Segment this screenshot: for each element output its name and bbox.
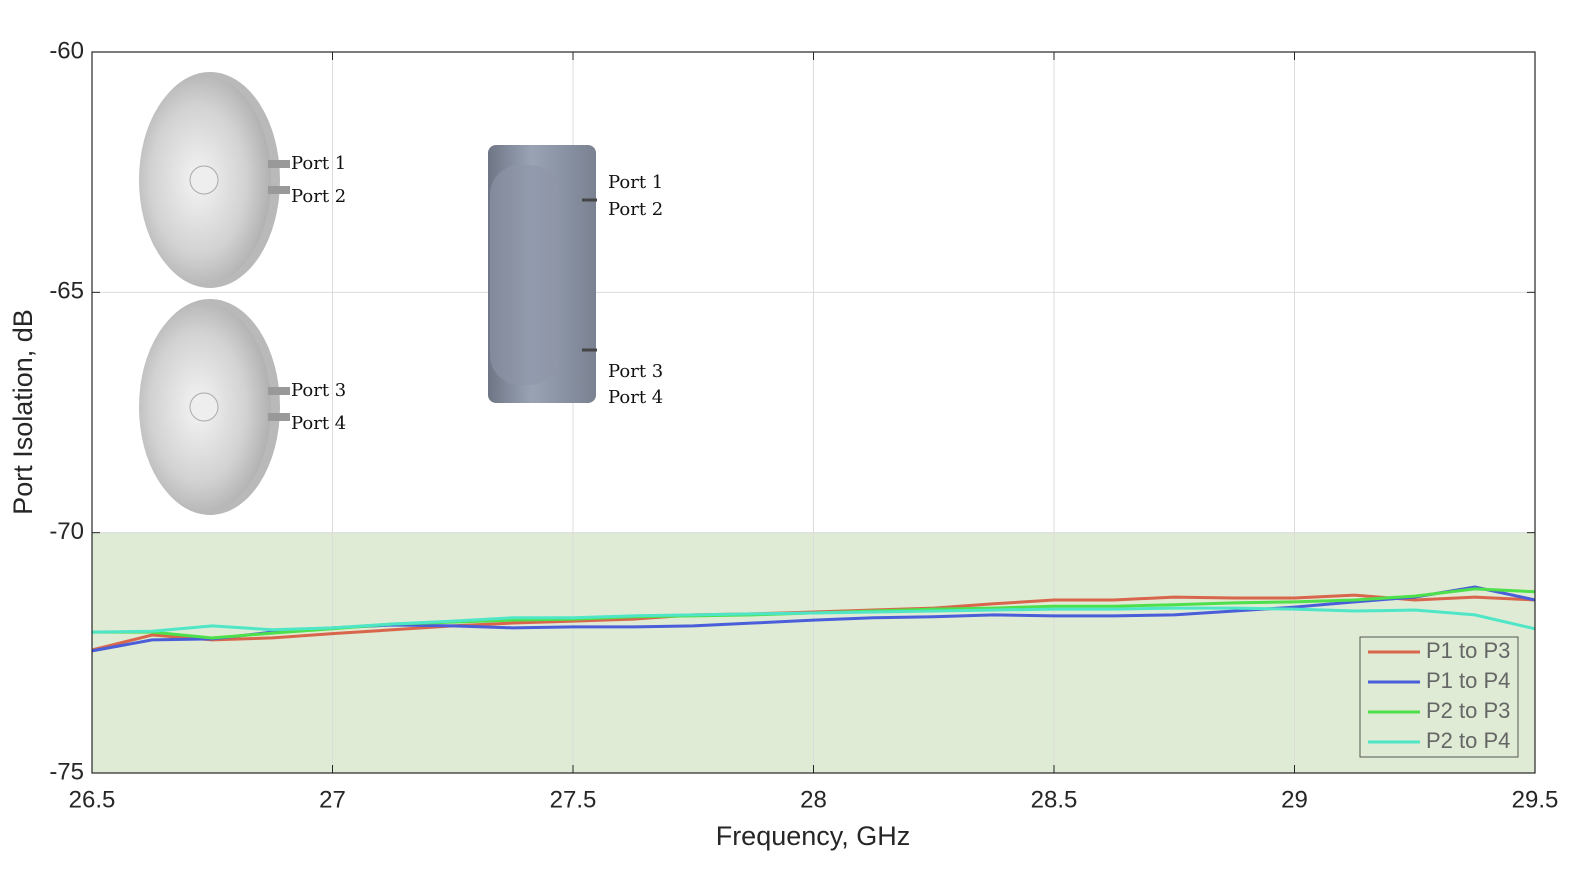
x-tick-label: 28 (800, 786, 827, 813)
port-label: Port 2 (291, 186, 346, 207)
x-tick-label: 29 (1281, 786, 1308, 813)
axes-box (91, 51, 1536, 774)
legend-label: P1 to P4 (1426, 668, 1510, 693)
port-label: Port 1 (291, 153, 346, 174)
antenna-images: Port 1 Port 2 Port 3 Port 4 Port 1 Port … (139, 72, 663, 515)
x-tick-label: 28.5 (1031, 786, 1078, 813)
y-tick-label: -75 (49, 758, 84, 785)
legend-label: P1 to P3 (1426, 638, 1510, 663)
dish-antenna (139, 299, 290, 515)
dish-antenna (139, 72, 290, 288)
port-label: Port 2 (608, 199, 663, 220)
x-tick-label: 27 (319, 786, 346, 813)
x-axis-label: Frequency, GHz (716, 821, 911, 851)
y-tick-label: -70 (49, 518, 84, 545)
series-line (91, 606, 1536, 634)
x-tick-label: 29.5 (1512, 786, 1559, 813)
x-tick-label: 26.5 (69, 786, 116, 813)
y-tick-label: -65 (49, 278, 84, 305)
panel-antenna (488, 145, 597, 403)
port-label: Port 3 (291, 380, 346, 401)
port-label: Port 4 (608, 387, 663, 408)
port-label: Port 4 (291, 413, 346, 434)
port-label: Port 3 (608, 361, 663, 382)
legend-label: P2 to P4 (1426, 728, 1510, 753)
plot-area (91, 51, 1536, 774)
y-axis-label: Port Isolation, dB (8, 309, 38, 515)
overlay: 26.5 27 27.5 28 28.5 29 29.5 -60 -65 -70 -75 P1 to … (49, 37, 1558, 813)
y-tick-label: -60 (49, 37, 84, 64)
legend-label: P2 to P3 (1426, 698, 1510, 723)
x-tick-label: 27.5 (550, 786, 597, 813)
port-label: Port 1 (608, 172, 663, 193)
legend-box (1359, 636, 1519, 758)
